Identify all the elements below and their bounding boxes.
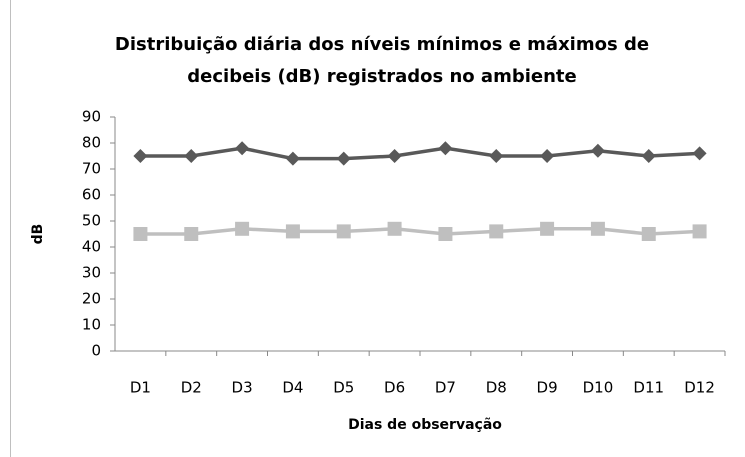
x-tick-label: D8: [486, 379, 507, 397]
marker: [692, 224, 707, 239]
marker: [438, 227, 453, 241]
x-tick-label: D2: [181, 379, 202, 397]
y-tick-label: 60: [82, 186, 101, 204]
marker: [235, 141, 250, 156]
x-tick-label: D1: [130, 379, 151, 397]
y-tick-label: 40: [82, 238, 101, 256]
marker: [641, 149, 656, 163]
x-tick-label: D11: [633, 379, 664, 397]
y-tick-label: 90: [82, 108, 101, 126]
y-tick-label: 20: [82, 290, 101, 308]
marker: [285, 224, 300, 239]
marker: [540, 221, 555, 236]
marker: [387, 149, 402, 163]
x-tick-label: D10: [583, 379, 614, 397]
marker: [285, 151, 300, 166]
marker: [540, 149, 555, 163]
y-tick-label: 80: [82, 134, 101, 152]
marker: [235, 221, 250, 236]
y-tick-label: 0: [91, 342, 101, 360]
marker: [590, 143, 605, 158]
y-tick-label: 50: [82, 212, 101, 230]
x-tick-label: D5: [333, 379, 354, 397]
y-tick-label: 10: [82, 316, 101, 334]
marker: [641, 227, 656, 241]
y-tick-label: 30: [82, 264, 101, 282]
marker: [489, 224, 504, 239]
series-line: [140, 227, 700, 236]
marker: [184, 227, 199, 241]
marker: [336, 224, 351, 239]
marker: [590, 221, 605, 236]
marker: [438, 141, 453, 156]
x-tick-label: D9: [537, 379, 558, 397]
marker: [387, 221, 402, 236]
x-tick-label: D6: [384, 379, 405, 397]
x-tick-label: D3: [232, 379, 253, 397]
chart-title: decibeis (dB) registrados no ambiente: [187, 66, 576, 87]
marker: [336, 151, 351, 166]
marker: [692, 146, 707, 161]
marker: [133, 149, 148, 163]
marker: [489, 149, 504, 163]
y-tick-label: 70: [82, 160, 101, 178]
x-tick-label: D7: [435, 379, 456, 397]
x-axis-label: Dias de observação: [348, 417, 502, 433]
series-line: [140, 146, 700, 161]
marker: [184, 149, 199, 163]
x-tick-label: D4: [282, 379, 303, 397]
x-tick-label: D12: [684, 379, 715, 397]
y-axis-label: dB: [30, 224, 46, 245]
marker: [133, 227, 148, 241]
chart-title: Distribuição diária dos níveis mínimos e…: [115, 34, 649, 55]
